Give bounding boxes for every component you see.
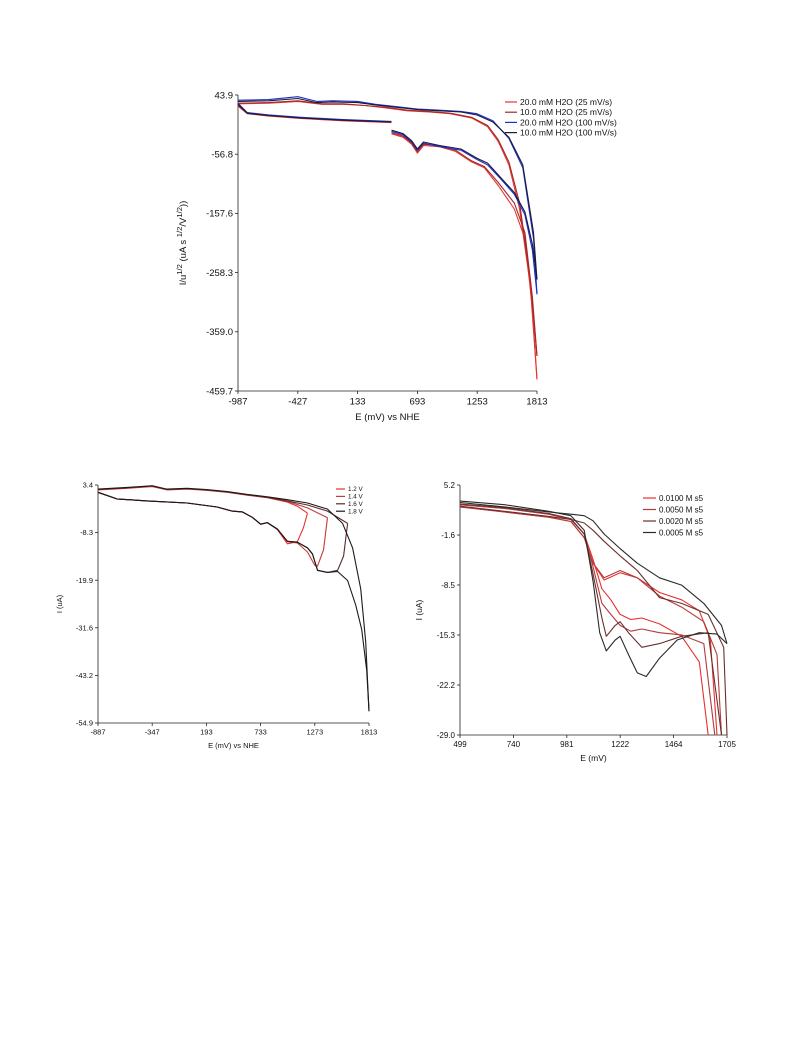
legend-label: 20.0 mM H2O (100 mV/s) — [520, 117, 617, 127]
series-line-4 — [459, 501, 728, 644]
y-tick-label: -29.0 — [437, 731, 456, 740]
series-line-3 — [391, 130, 538, 295]
y-tick-label: -8.3 — [80, 528, 93, 537]
y-tick-label: -1.6 — [441, 531, 455, 540]
x-tick-label: 693 — [409, 397, 425, 408]
x-tick-label: 133 — [350, 397, 366, 408]
x-tick-label: -887 — [90, 728, 105, 737]
x-tick-label: 1222 — [611, 740, 629, 749]
x-tick-label: 499 — [453, 740, 467, 749]
y-tick-label: -258.3 — [206, 268, 233, 279]
x-tick-label: 1705 — [718, 740, 736, 749]
legend-label: 0.0100 M s5 — [659, 494, 704, 503]
series-line-1 — [391, 133, 538, 380]
y-axis-label: I (uA) — [414, 599, 424, 620]
legend-label: 1.6 V — [348, 501, 364, 508]
series-line-4 — [391, 129, 538, 280]
series-line-2 — [459, 506, 723, 736]
series-line-1 — [459, 504, 709, 736]
x-tick-label: -987 — [228, 397, 247, 408]
legend-label: 1.2 V — [348, 486, 364, 493]
series-line-4 — [237, 103, 392, 123]
chart-bottom-left-switching-potential: -887 -347 193 733 1273 1813 3.4 -8.3 -19.9 -31.6 -… — [55, 481, 377, 750]
legend-label: 1.8 V — [348, 508, 364, 515]
x-tick-label: 981 — [560, 740, 574, 749]
legend-label: 1.4 V — [348, 494, 364, 501]
legend-label: 10.0 mM H2O (100 mV/s) — [520, 128, 617, 138]
chart-top-normalized-cv: -987 -427 133 693 1253 1813 43.9 -56.8 -157.6 -25… — [175, 90, 617, 423]
y-tick-label: -8.5 — [441, 581, 455, 590]
y-axis-label: I (uA) — [55, 594, 64, 613]
series-line-2 — [237, 100, 538, 356]
series-line-1 — [459, 506, 718, 736]
x-tick-label: 1273 — [306, 728, 323, 737]
series-line-4 — [97, 491, 370, 712]
series-line-2 — [459, 504, 716, 736]
y-tick-label: -54.9 — [76, 719, 93, 728]
x-tick-label: 1813 — [361, 728, 378, 737]
x-tick-label: 1813 — [526, 397, 547, 408]
x-axis-label: E (mV) vs NHE — [355, 412, 419, 423]
y-tick-label: -43.2 — [76, 671, 93, 680]
series-line-2 — [391, 132, 538, 356]
y-tick-label: -56.8 — [211, 150, 233, 161]
x-tick-label: -427 — [288, 397, 307, 408]
x-tick-label: 740 — [507, 740, 521, 749]
series-line-4 — [459, 500, 728, 678]
y-tick-label: 3.4 — [83, 481, 93, 490]
x-axis-label: E (mV) vs NHE — [208, 741, 259, 750]
y-axis-label: I/u1/2 (uA s 1/2/V1/2)) — [175, 201, 189, 286]
y-tick-label: -22.2 — [437, 681, 456, 690]
x-tick-label: 1464 — [665, 740, 683, 749]
legend-label: 0.0020 M s5 — [659, 517, 704, 526]
y-tick-label: -19.9 — [76, 576, 93, 585]
y-tick-label: -459.7 — [206, 386, 233, 397]
series-line-1 — [237, 100, 538, 380]
legend-label: 10.0 mM H2O (25 mV/s) — [520, 107, 612, 117]
y-tick-label: -359.0 — [206, 327, 233, 338]
legend-label: 20.0 mM H2O (25 mV/s) — [520, 97, 612, 107]
series-line-3 — [237, 96, 538, 295]
x-axis-label: E (mV) — [580, 753, 607, 763]
y-tick-label: 43.9 — [215, 90, 234, 101]
x-tick-label: -347 — [145, 728, 160, 737]
legend-label: 0.0005 M s5 — [659, 528, 704, 537]
y-tick-label: 5.2 — [444, 481, 456, 490]
series-line-3 — [459, 503, 723, 736]
series-line-4 — [97, 485, 370, 712]
chart-bottom-right-concentration: 499 740 981 1222 1464 1705 5.2 -1.6 -8.5 -15.3 -22… — [414, 481, 736, 763]
y-tick-label: -31.6 — [76, 623, 93, 632]
legend-label: 0.0050 M s5 — [659, 505, 704, 514]
y-tick-label: -157.6 — [206, 209, 233, 220]
x-tick-label: 1253 — [467, 397, 488, 408]
x-tick-label: 733 — [254, 728, 267, 737]
y-tick-label: -15.3 — [437, 631, 456, 640]
series-line-4 — [237, 97, 538, 280]
x-tick-label: 193 — [200, 728, 213, 737]
series-line-3 — [459, 505, 728, 736]
